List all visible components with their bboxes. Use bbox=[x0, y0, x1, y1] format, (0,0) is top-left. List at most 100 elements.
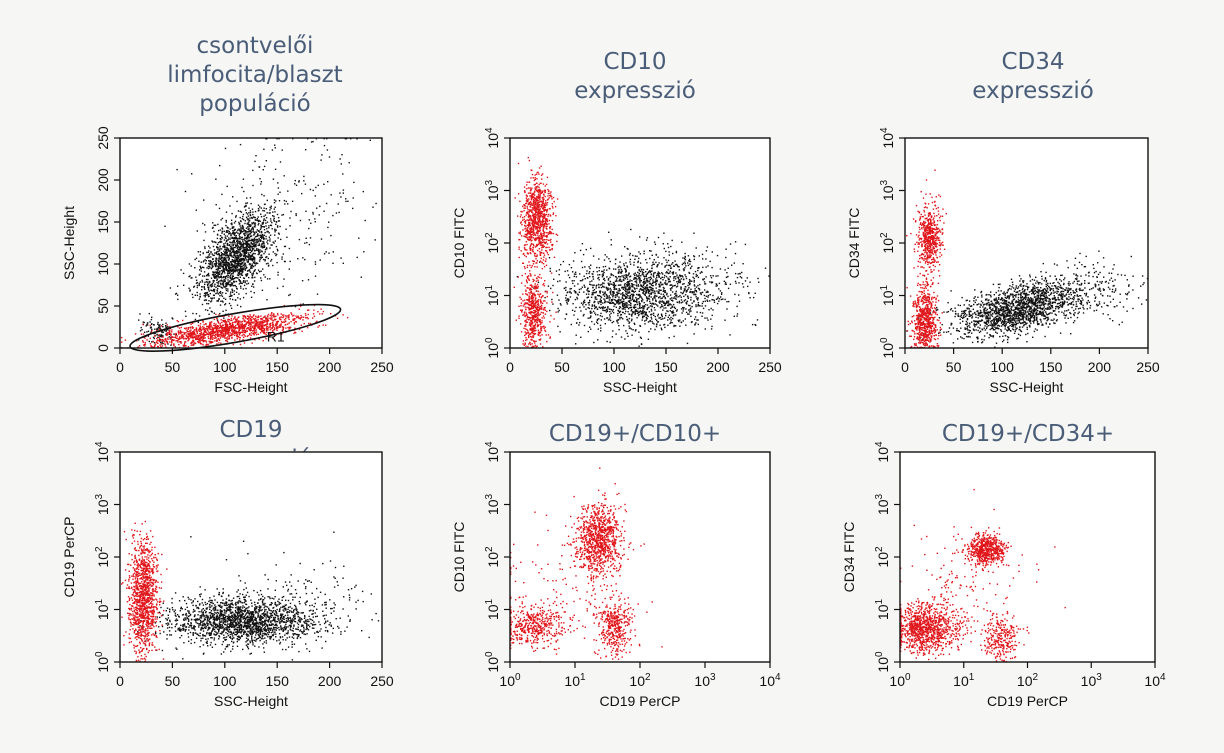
event-dot bbox=[604, 279, 606, 282]
event-dot bbox=[268, 332, 270, 335]
event-dot bbox=[606, 256, 608, 258]
event-dot bbox=[631, 311, 634, 313]
event-dot bbox=[234, 339, 236, 341]
event-dot bbox=[260, 279, 263, 282]
event-dot bbox=[206, 274, 209, 276]
event-dot bbox=[202, 252, 204, 255]
event-dot bbox=[266, 322, 269, 324]
event-dot bbox=[282, 328, 284, 330]
event-dot bbox=[222, 334, 225, 336]
event-dot bbox=[631, 315, 633, 317]
event-dot bbox=[251, 322, 254, 324]
event-dot bbox=[230, 325, 232, 327]
event-dot bbox=[217, 266, 219, 268]
event-dot bbox=[599, 290, 601, 292]
event-dot bbox=[555, 270, 558, 272]
event-dot bbox=[277, 232, 280, 234]
event-dot bbox=[240, 321, 242, 323]
event-dot bbox=[142, 321, 144, 323]
event-dot bbox=[236, 240, 238, 242]
event-dot bbox=[212, 290, 214, 292]
event-dot bbox=[712, 294, 714, 297]
event-dot bbox=[218, 260, 220, 262]
event-dot bbox=[294, 305, 297, 308]
event-dot bbox=[225, 255, 227, 257]
event-dot bbox=[138, 339, 140, 341]
event-dot bbox=[265, 217, 268, 219]
event-dot bbox=[619, 276, 622, 278]
event-dot bbox=[261, 250, 263, 253]
event-dot bbox=[283, 321, 286, 323]
event-dot bbox=[248, 221, 250, 223]
event-dot bbox=[591, 305, 593, 307]
event-dot bbox=[636, 301, 638, 304]
event-dot bbox=[571, 280, 573, 282]
event-dot bbox=[232, 273, 234, 275]
event-dot bbox=[603, 259, 606, 261]
event-dot bbox=[219, 249, 221, 251]
event-dot bbox=[250, 321, 252, 324]
event-dot bbox=[232, 244, 234, 247]
event-dot bbox=[237, 265, 240, 267]
event-dot bbox=[232, 268, 234, 270]
event-dot bbox=[627, 300, 630, 302]
event-dot bbox=[253, 240, 256, 242]
event-dot bbox=[240, 325, 243, 327]
event-dot bbox=[159, 326, 161, 328]
event-dot bbox=[625, 310, 627, 313]
event-dot bbox=[204, 283, 206, 285]
event-dot bbox=[235, 257, 237, 259]
event-dot bbox=[235, 327, 237, 329]
event-dot bbox=[644, 294, 646, 296]
event-dot bbox=[240, 268, 243, 270]
event-dot bbox=[203, 239, 205, 242]
event-dot bbox=[287, 203, 289, 205]
event-dot bbox=[191, 293, 194, 296]
event-dot bbox=[183, 332, 186, 334]
event-dot bbox=[217, 273, 220, 275]
event-dot bbox=[217, 275, 220, 278]
event-dot bbox=[219, 265, 221, 267]
event-dot bbox=[233, 318, 235, 320]
event-dot bbox=[227, 279, 229, 281]
event-dot bbox=[621, 292, 624, 295]
event-dot bbox=[704, 305, 707, 307]
event-dot bbox=[642, 308, 644, 310]
event-dot bbox=[247, 255, 250, 258]
event-dot bbox=[246, 255, 248, 258]
event-dot bbox=[603, 293, 605, 295]
event-dot bbox=[252, 240, 254, 242]
event-dot bbox=[224, 272, 226, 274]
event-dot bbox=[305, 210, 307, 212]
event-dot bbox=[252, 258, 254, 260]
event-dot bbox=[228, 336, 230, 338]
event-dot bbox=[217, 287, 219, 290]
event-dot bbox=[275, 229, 277, 231]
event-dot bbox=[249, 217, 251, 219]
event-dot bbox=[640, 343, 643, 345]
event-dot bbox=[701, 315, 703, 317]
event-dot bbox=[615, 279, 618, 281]
event-dot bbox=[637, 307, 639, 310]
event-dot bbox=[677, 265, 679, 268]
event-dot bbox=[316, 293, 319, 295]
event-dot bbox=[574, 310, 576, 312]
event-dot bbox=[237, 262, 239, 264]
event-dot bbox=[200, 267, 202, 270]
event-dot bbox=[609, 301, 611, 304]
event-dot bbox=[239, 233, 241, 235]
event-dot bbox=[638, 304, 641, 306]
event-dot bbox=[250, 242, 252, 244]
event-dot bbox=[229, 285, 232, 287]
event-dot bbox=[272, 251, 274, 253]
event-dot bbox=[566, 301, 568, 304]
event-dot bbox=[256, 272, 258, 275]
event-dot bbox=[190, 329, 192, 331]
event-dot bbox=[585, 293, 588, 295]
event-dot bbox=[590, 284, 592, 286]
event-dot bbox=[293, 314, 295, 317]
event-dot bbox=[217, 321, 220, 323]
event-dot bbox=[639, 279, 641, 281]
event-dot bbox=[657, 305, 659, 307]
event-dot bbox=[261, 256, 263, 258]
